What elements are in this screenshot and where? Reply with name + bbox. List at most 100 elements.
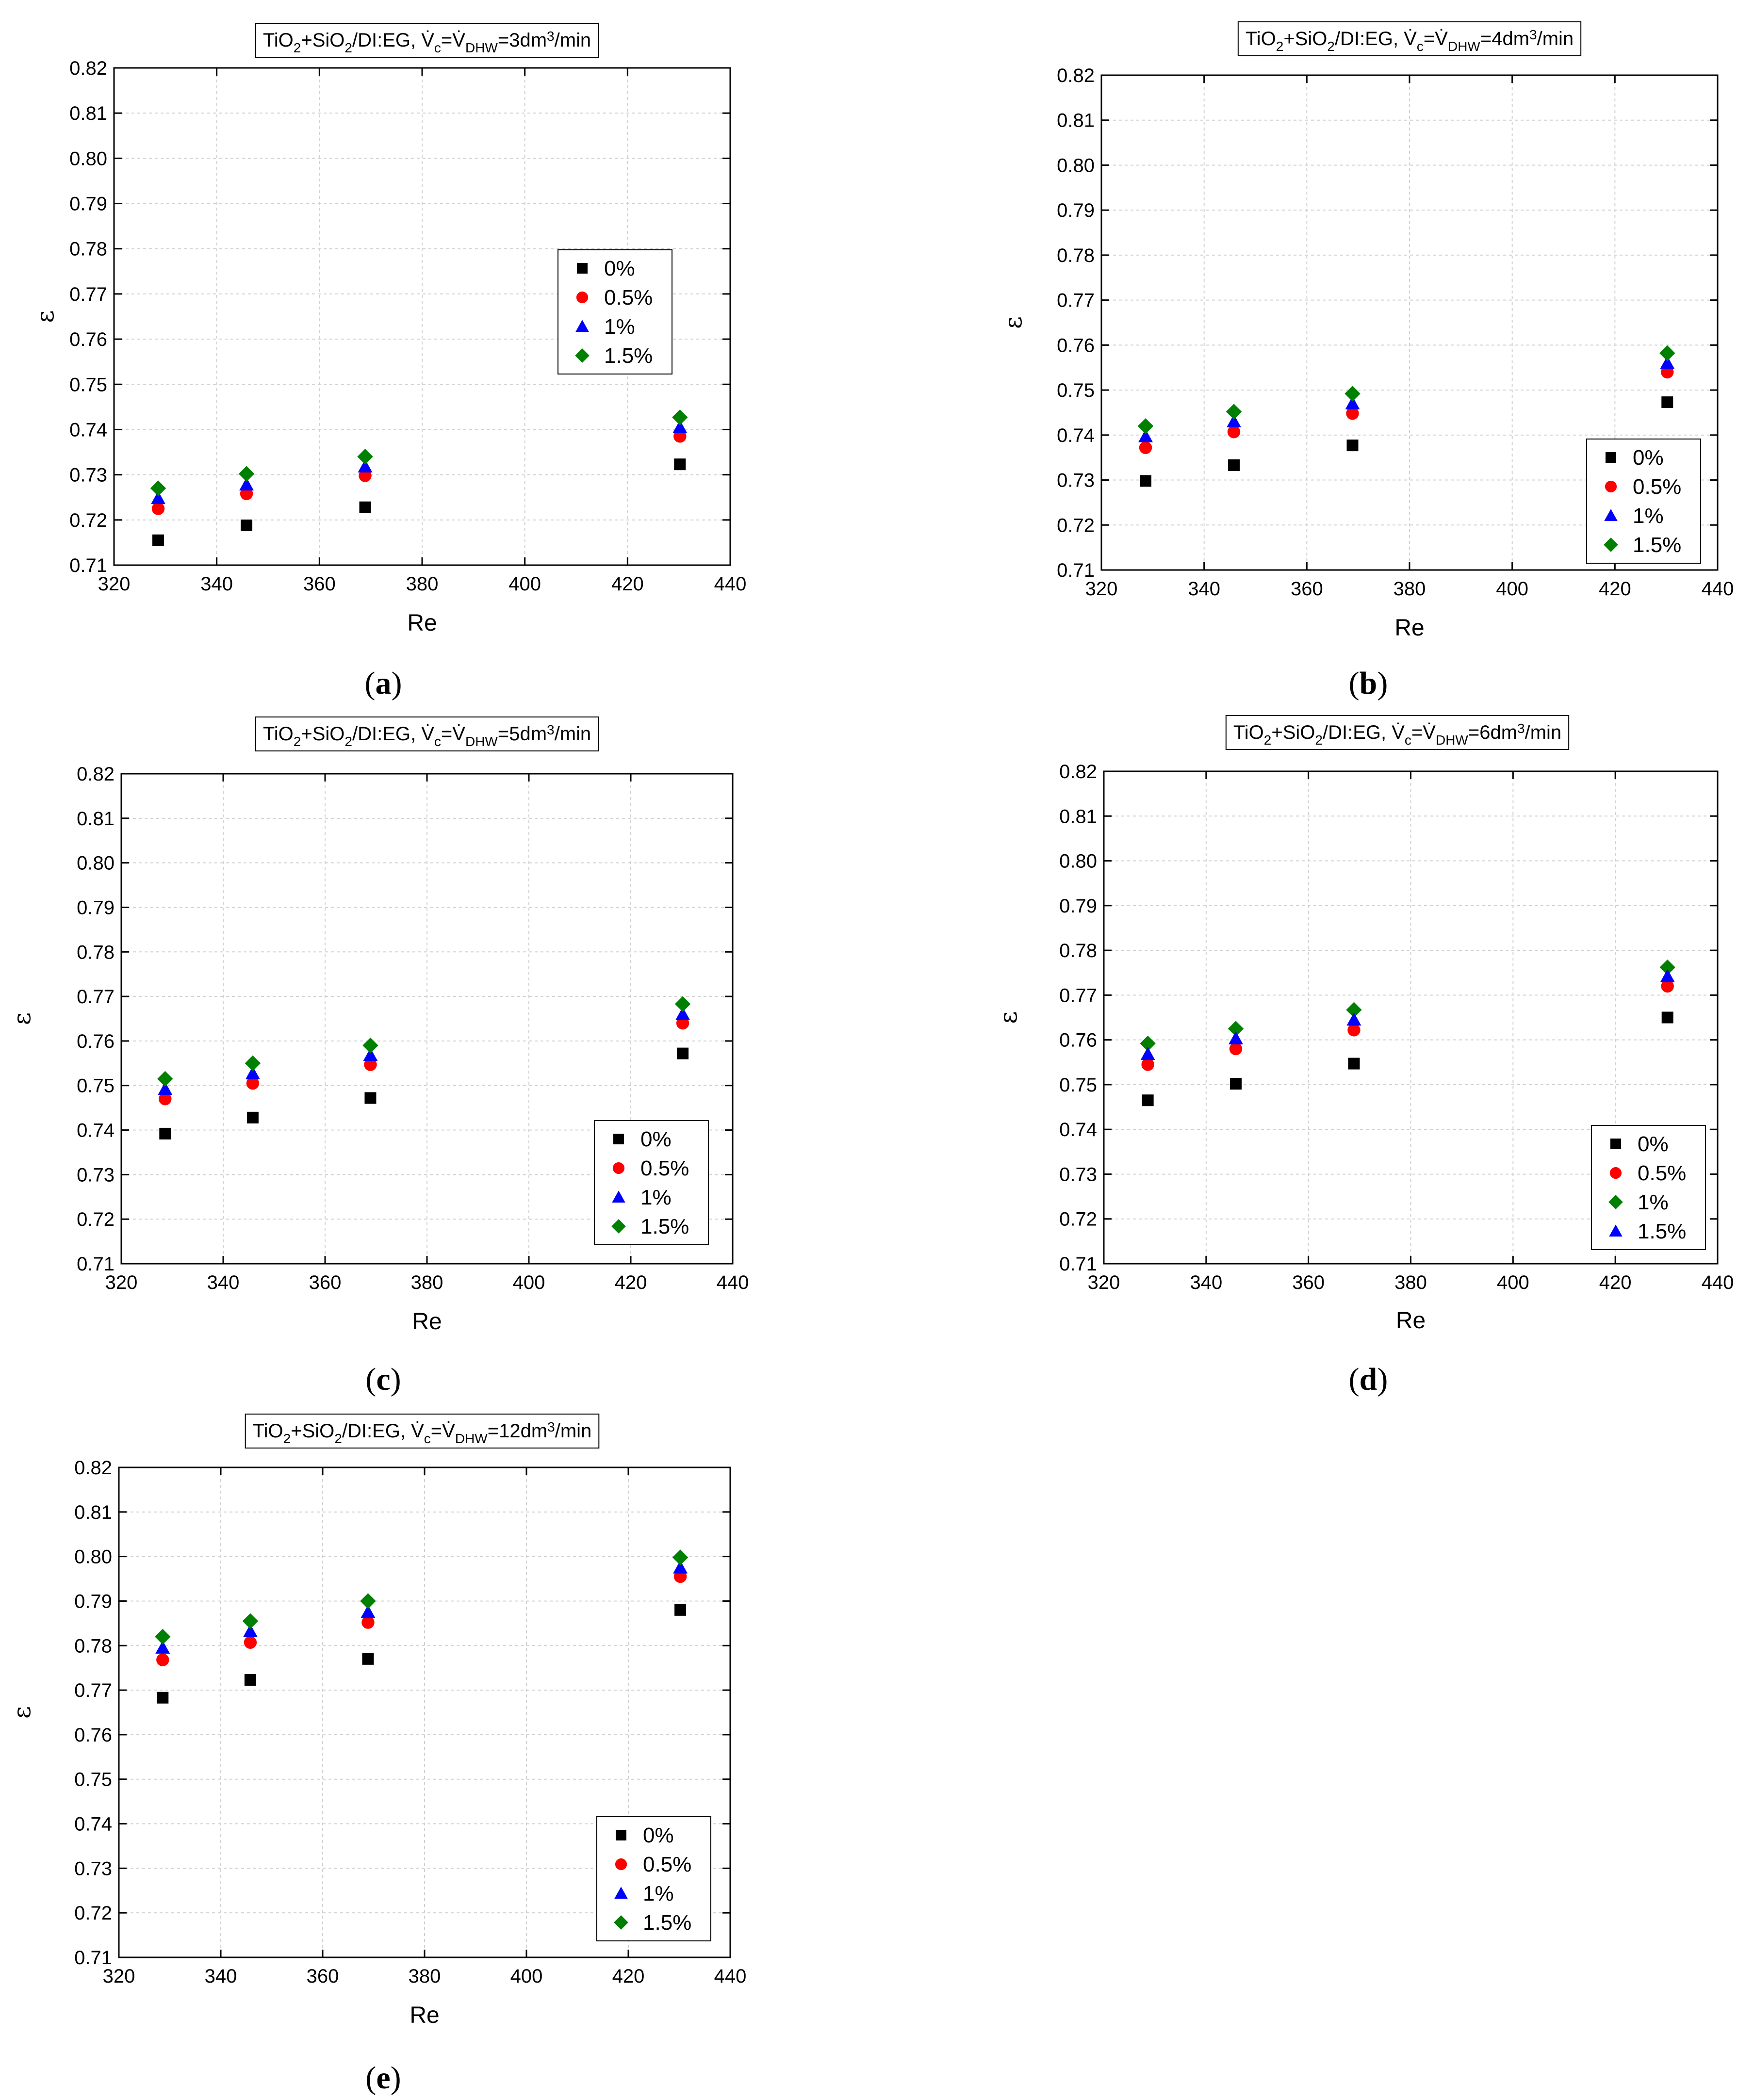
y-tick-label: 0.79	[69, 194, 107, 215]
chart-title: TiO2+SiO2/DI:EG, V̇c=V̇DHW=6dm3/min	[1225, 715, 1570, 750]
data-point-1.5%	[1660, 969, 1675, 982]
y-tick-label: 0.72	[69, 510, 107, 531]
y-tick-label: 0.76	[74, 1725, 112, 1746]
legend-marker-1.5%	[611, 1219, 626, 1234]
chart-title: TiO2+SiO2/DI:EG, V̇c=V̇DHW=3dm3/min	[255, 23, 599, 58]
y-tick-label: 0.80	[69, 148, 107, 169]
data-point-1%	[239, 477, 254, 491]
svg-text:TiO2+SiO2/DI:EG, V̇c=V̇DHW=5dm: TiO2+SiO2/DI:EG, V̇c=V̇DHW=5dm3/min	[263, 722, 591, 749]
y-tick-label: 0.81	[1057, 110, 1095, 131]
legend-label: 0%	[604, 257, 635, 280]
y-tick-label: 0.71	[69, 555, 107, 576]
legend-marker-1%	[575, 320, 589, 332]
legend-label: 1%	[604, 315, 635, 339]
x-tick-label: 440	[1702, 578, 1734, 600]
data-point-1.5%	[674, 996, 691, 1012]
y-tick-label: 0.76	[77, 1031, 115, 1052]
data-point-1.5%	[1140, 1047, 1155, 1060]
data-point-1.5%	[155, 1628, 171, 1645]
data-point-0%	[362, 1653, 374, 1665]
data-point-1.5%	[245, 1055, 261, 1072]
y-axis-label: ε	[994, 1011, 1022, 1024]
panel-label: (c)	[365, 1362, 401, 1397]
x-tick-label: 380	[406, 573, 439, 595]
y-tick-label: 0.78	[77, 942, 115, 963]
x-tick-label: 400	[1497, 1272, 1529, 1293]
data-point-0.5%	[673, 430, 687, 443]
data-point-0%	[152, 534, 164, 546]
chart-panel-c: 320 340 360 380 400 420 440 0.71 0.72 0.73 0.74 0.7…	[8, 716, 749, 1397]
chart-title-frame	[1237, 21, 1582, 56]
data-point-1.5%	[238, 466, 255, 482]
x-tick-label: 320	[1085, 578, 1118, 600]
legend-label: 1.5%	[604, 344, 653, 368]
legend-marker-0.5%	[615, 1858, 627, 1871]
x-tick-label: 440	[717, 1272, 749, 1293]
y-tick-label: 0.75	[1057, 380, 1095, 401]
data-point-1%	[1660, 356, 1675, 369]
data-point-0.5%	[1141, 1058, 1154, 1071]
x-tick-label: 440	[714, 1966, 747, 1987]
y-tick-label: 0.73	[77, 1164, 115, 1186]
data-point-0%	[1228, 459, 1240, 471]
legend-marker-1%	[1608, 1195, 1623, 1209]
y-tick-label: 0.73	[69, 465, 107, 486]
data-point-1%	[158, 1082, 173, 1095]
panel-label: (b)	[1349, 666, 1388, 701]
data-point-0%	[677, 1047, 689, 1059]
data-point-1%	[363, 1048, 378, 1061]
data-point-1%	[1227, 414, 1242, 427]
y-tick-label: 0.76	[1057, 335, 1095, 356]
data-point-1%	[1140, 1035, 1156, 1052]
data-point-1.5%	[362, 1037, 378, 1054]
x-tick-label: 340	[1188, 578, 1220, 600]
y-tick-label: 0.82	[69, 58, 107, 79]
data-point-1%	[1659, 959, 1675, 976]
legend-label: 1%	[643, 1882, 674, 1905]
data-point-0%	[1140, 475, 1152, 487]
y-tick-label: 0.78	[74, 1635, 112, 1657]
x-tick-label: 320	[1088, 1272, 1120, 1293]
data-point-1%	[155, 1640, 170, 1654]
data-point-1%	[245, 1066, 260, 1079]
data-point-0%	[1346, 440, 1359, 452]
legend-marker-0%	[577, 263, 588, 274]
x-axis-label: Re	[412, 1309, 442, 1335]
data-point-0.5%	[1227, 425, 1241, 439]
svg-text:TiO2+SiO2/DI:EG, V̇c=V̇DHW=3dm: TiO2+SiO2/DI:EG, V̇c=V̇DHW=3dm3/min	[263, 29, 591, 55]
legend-marker-1.5%	[575, 348, 590, 363]
data-point-0%	[1661, 396, 1673, 408]
legend-label: 0%	[1638, 1132, 1669, 1156]
y-tick-label: 0.77	[1057, 290, 1095, 311]
y-tick-label: 0.72	[74, 1903, 112, 1924]
y-tick-label: 0.72	[77, 1209, 115, 1230]
legend-marker-0%	[1610, 1139, 1621, 1149]
x-tick-label: 340	[207, 1272, 240, 1293]
y-tick-label: 0.75	[69, 374, 107, 395]
y-tick-label: 0.82	[74, 1457, 112, 1479]
y-tick-label: 0.74	[1057, 425, 1095, 446]
legend-label: 0%	[1633, 446, 1664, 470]
y-tick-label: 0.76	[69, 329, 107, 350]
data-point-1.5%	[157, 1071, 173, 1087]
y-tick-label: 0.80	[74, 1547, 112, 1568]
y-tick-label: 0.71	[1057, 560, 1095, 581]
y-tick-label: 0.71	[77, 1253, 115, 1275]
x-tick-label: 420	[615, 1272, 647, 1293]
data-point-1.5%	[1228, 1031, 1243, 1044]
legend-label: 1.5%	[643, 1911, 691, 1935]
legend-label: 0.5%	[640, 1156, 689, 1180]
x-tick-label: 360	[303, 573, 336, 595]
y-tick-label: 0.80	[77, 853, 115, 874]
panel-label: (d)	[1349, 1362, 1388, 1397]
y-tick-label: 0.81	[1059, 806, 1097, 827]
legend-label: 0.5%	[1633, 475, 1681, 499]
chart-panel-a: 320 340 360 380 400 420 440 0.71 0.72 0.73 0.74 0.7…	[31, 23, 746, 701]
data-point-0%	[159, 1127, 171, 1140]
legend-label: 1%	[640, 1186, 672, 1209]
data-point-0.5%	[364, 1058, 377, 1071]
y-tick-label: 0.77	[1059, 985, 1097, 1006]
legend-label: 1%	[1638, 1190, 1669, 1214]
y-tick-label: 0.77	[69, 284, 107, 305]
y-tick-label: 0.82	[1057, 65, 1095, 86]
